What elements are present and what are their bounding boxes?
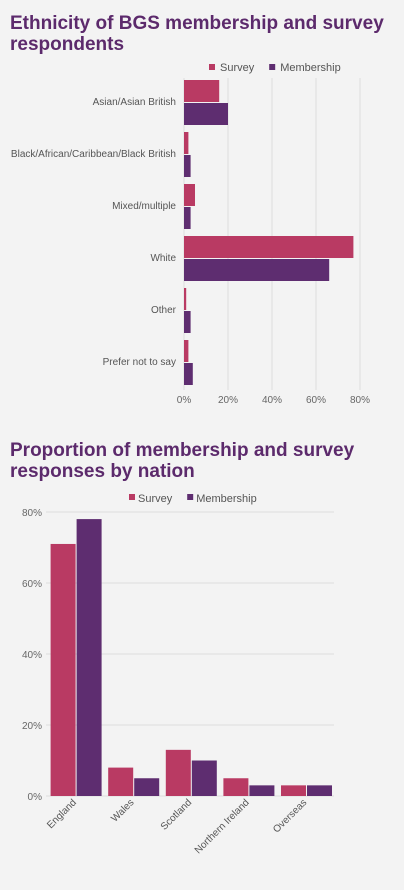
y-tick-label: 80% xyxy=(22,508,42,519)
bar-membership xyxy=(191,760,217,796)
bar-membership xyxy=(184,259,330,281)
x-tick-label: 0% xyxy=(177,395,192,406)
category-label: Asian/Asian British xyxy=(93,97,176,108)
bar-survey xyxy=(184,288,187,310)
x-tick-label: 60% xyxy=(306,395,326,406)
bar-survey xyxy=(184,132,189,154)
legend-swatch xyxy=(187,494,194,500)
bar-membership xyxy=(184,207,191,229)
bar-membership xyxy=(134,778,160,796)
legend-swatch xyxy=(209,64,215,70)
category-label: Prefer not to say xyxy=(103,357,176,368)
bar-membership xyxy=(184,155,191,177)
bar-membership xyxy=(184,363,193,385)
ethnicity-chart: 0% 20% 40% 60% 80% Asian/Asian British Black/A… xyxy=(11,62,370,406)
bar-survey xyxy=(108,767,134,796)
bar-membership xyxy=(249,785,275,796)
category-label: Black/African/Caribbean/Black British xyxy=(11,149,176,160)
x-tick-label: 20% xyxy=(218,395,238,406)
bar-survey xyxy=(50,543,76,796)
y-tick-label: 40% xyxy=(22,650,42,661)
legend-label: Survey xyxy=(220,62,255,74)
y-tick-label: 0% xyxy=(28,792,43,803)
x-tick-label: 40% xyxy=(262,395,282,406)
bar-survey xyxy=(281,785,306,796)
category-label: White xyxy=(150,253,176,264)
category-label: Mixed/multiple xyxy=(112,201,176,212)
legend-label: Membership xyxy=(196,493,257,505)
bar-membership xyxy=(184,103,228,125)
legend-label: Membership xyxy=(280,62,341,74)
bar-membership xyxy=(184,311,191,333)
bar-survey xyxy=(184,236,354,258)
bar-survey xyxy=(184,80,220,102)
bar-survey xyxy=(223,778,249,796)
category-label: England xyxy=(45,797,79,831)
bar-survey xyxy=(165,749,191,796)
bar-membership xyxy=(307,785,332,796)
category-label: Scotland xyxy=(159,797,194,832)
bar-survey xyxy=(184,340,189,362)
chart2-title: Proportion of membership and survey resp… xyxy=(10,440,355,482)
y-tick-label: 20% xyxy=(22,721,42,732)
category-label: Other xyxy=(151,305,177,316)
legend-swatch xyxy=(129,494,135,500)
legend-label: Survey xyxy=(138,493,173,505)
legend-swatch xyxy=(269,64,276,70)
y-tick-label: 60% xyxy=(22,579,42,590)
x-tick-label: 80% xyxy=(350,395,370,406)
category-label: Northern Ireland xyxy=(193,797,252,856)
chart1-title: Ethnicity of BGS membership and survey r… xyxy=(10,13,384,55)
category-label: Wales xyxy=(109,797,136,824)
bar-membership xyxy=(76,519,102,796)
category-label: Overseas xyxy=(271,797,309,835)
bar-survey xyxy=(184,184,195,206)
